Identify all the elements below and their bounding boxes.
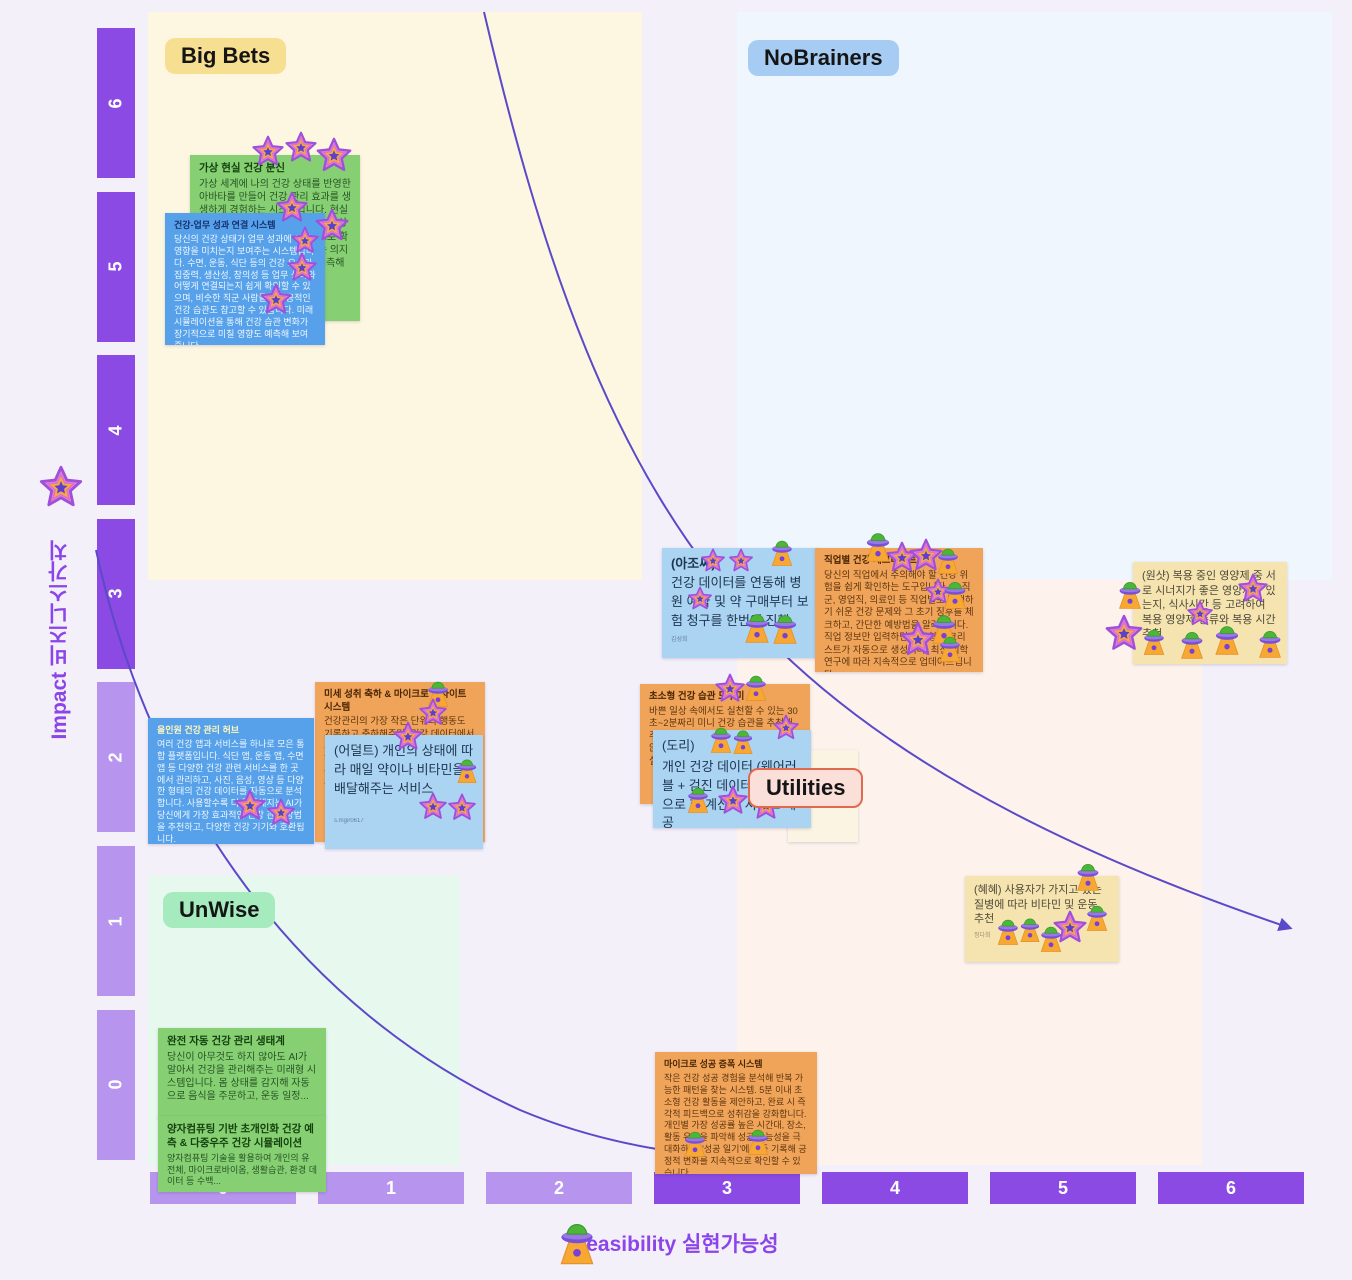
y-tick-6: 6 (97, 28, 135, 178)
x-tick-2: 2 (486, 1172, 632, 1204)
note-work-performance[interactable]: 건강-업무 성과 연결 시스템 당신의 건강 상태가 업무 성과에 어떤 영향을… (165, 213, 325, 345)
utilities-label[interactable]: Utilities (748, 768, 864, 808)
x-tick-6: 6 (1158, 1172, 1304, 1204)
x-axis-title: Feasibility 실현가능성 (573, 1233, 779, 1256)
note-allinone-hub[interactable]: 올인원 건강 관리 허브 여러 건강 앱과 서비스를 하나로 모은 통합 플랫폼… (148, 718, 314, 844)
x-tick-1: 1 (318, 1172, 464, 1204)
note-auto-ecosystem[interactable]: 완전 자동 건강 관리 생태계 당신이 아무것도 하지 않아도 AI가 알아서 … (158, 1028, 326, 1118)
note-occupation-checklist[interactable]: 직업별 건강 체크리스트 당신의 직업에서 주의해야 할 건강 위험을 쉽게 확… (815, 548, 983, 672)
x-tick-3: 3 (654, 1172, 800, 1204)
note-micro-success[interactable]: 마이크로 성공 증폭 시스템 작은 건강 성공 경험을 분석해 반복 가능한 패… (655, 1052, 817, 1174)
unwise-label[interactable]: UnWise (163, 892, 276, 928)
note-hyehye[interactable]: (혜혜) 사용자가 가지고 있는 질병에 따라 비타민 및 운동 추천 정다희 (965, 876, 1119, 962)
x-tick-4: 4 (822, 1172, 968, 1204)
big-bets-label[interactable]: Big Bets (165, 38, 287, 74)
y-tick-3: 3 (97, 518, 135, 669)
note-ajossi[interactable]: (아조씨) 건강 데이터를 연동해 병원 예약 및 약 구매부터 보험 청구를 … (662, 548, 820, 658)
no-brainers-label[interactable]: NoBrainers (748, 40, 899, 76)
impact-star-icon (39, 465, 83, 507)
feasibility-ufo-icon (560, 1223, 594, 1265)
note-adult-delivery[interactable]: (어덜트) 개인의 상태에 따라 매일 약이나 비타민을 배달해주는 서비스 s… (325, 735, 483, 849)
y-tick-4: 4 (97, 355, 135, 506)
y-tick-5: 5 (97, 191, 135, 342)
y-tick-0: 0 (97, 1009, 135, 1160)
y-axis-title: Impact 비즈니스가치 (48, 540, 71, 740)
note-oneshot[interactable]: (원샷) 복용 중인 영양제 중 서로 시너지가 좋은 영양제가 있는지, 식사… (1133, 562, 1287, 664)
note-quantum-sim[interactable]: 양자컴퓨팅 기반 초개인화 건강 예측 & 다중우주 건강 시뮬레이션 양자컴퓨… (158, 1116, 326, 1192)
no-brainers-quadrant (737, 12, 1332, 580)
x-tick-5: 5 (990, 1172, 1136, 1204)
y-tick-1: 1 (97, 846, 135, 996)
y-tick-2: 2 (97, 682, 135, 833)
